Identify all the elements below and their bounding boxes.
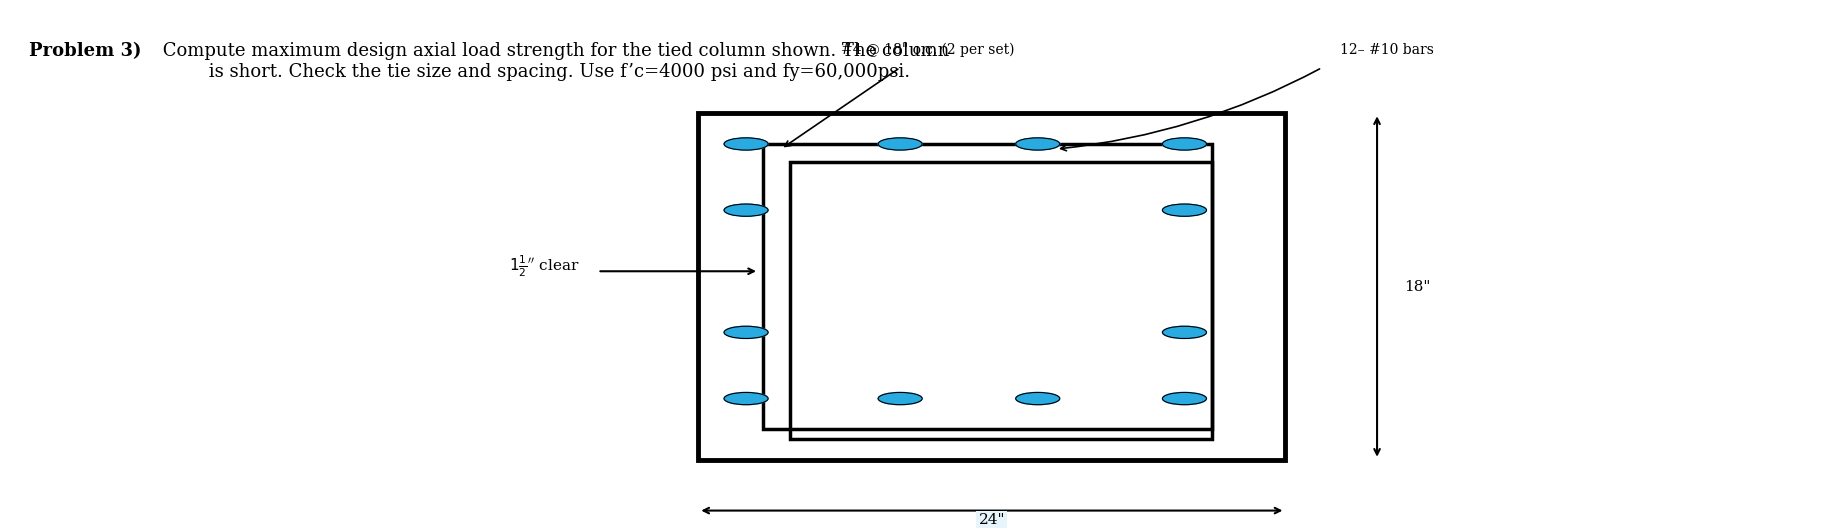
Circle shape [878, 138, 922, 150]
Circle shape [1163, 392, 1207, 404]
Bar [790, 162, 1212, 439]
Text: 24": 24" [979, 513, 1005, 527]
Circle shape [1163, 138, 1207, 150]
Circle shape [1016, 138, 1060, 150]
Text: Compute maximum design axial load strength for the tied column shown. The column: Compute maximum design axial load streng… [158, 42, 950, 81]
Text: #4 @ 18" o.c. (2 per set): #4 @ 18" o.c. (2 per set) [841, 43, 1014, 58]
Text: $1\frac{1}{2}^{\prime\prime}$ clear: $1\frac{1}{2}^{\prime\prime}$ clear [509, 253, 579, 279]
Text: 12– #10 bars: 12– #10 bars [1341, 43, 1435, 58]
Circle shape [724, 138, 768, 150]
Text: 18": 18" [1405, 279, 1431, 294]
Circle shape [1163, 204, 1207, 216]
Circle shape [724, 204, 768, 216]
Circle shape [1163, 326, 1207, 338]
Circle shape [724, 392, 768, 404]
Bar [762, 144, 1212, 429]
Circle shape [724, 326, 768, 338]
Text: Problem 3): Problem 3) [29, 42, 141, 60]
Circle shape [878, 392, 922, 404]
Bar [698, 114, 1286, 460]
Circle shape [1016, 392, 1060, 404]
